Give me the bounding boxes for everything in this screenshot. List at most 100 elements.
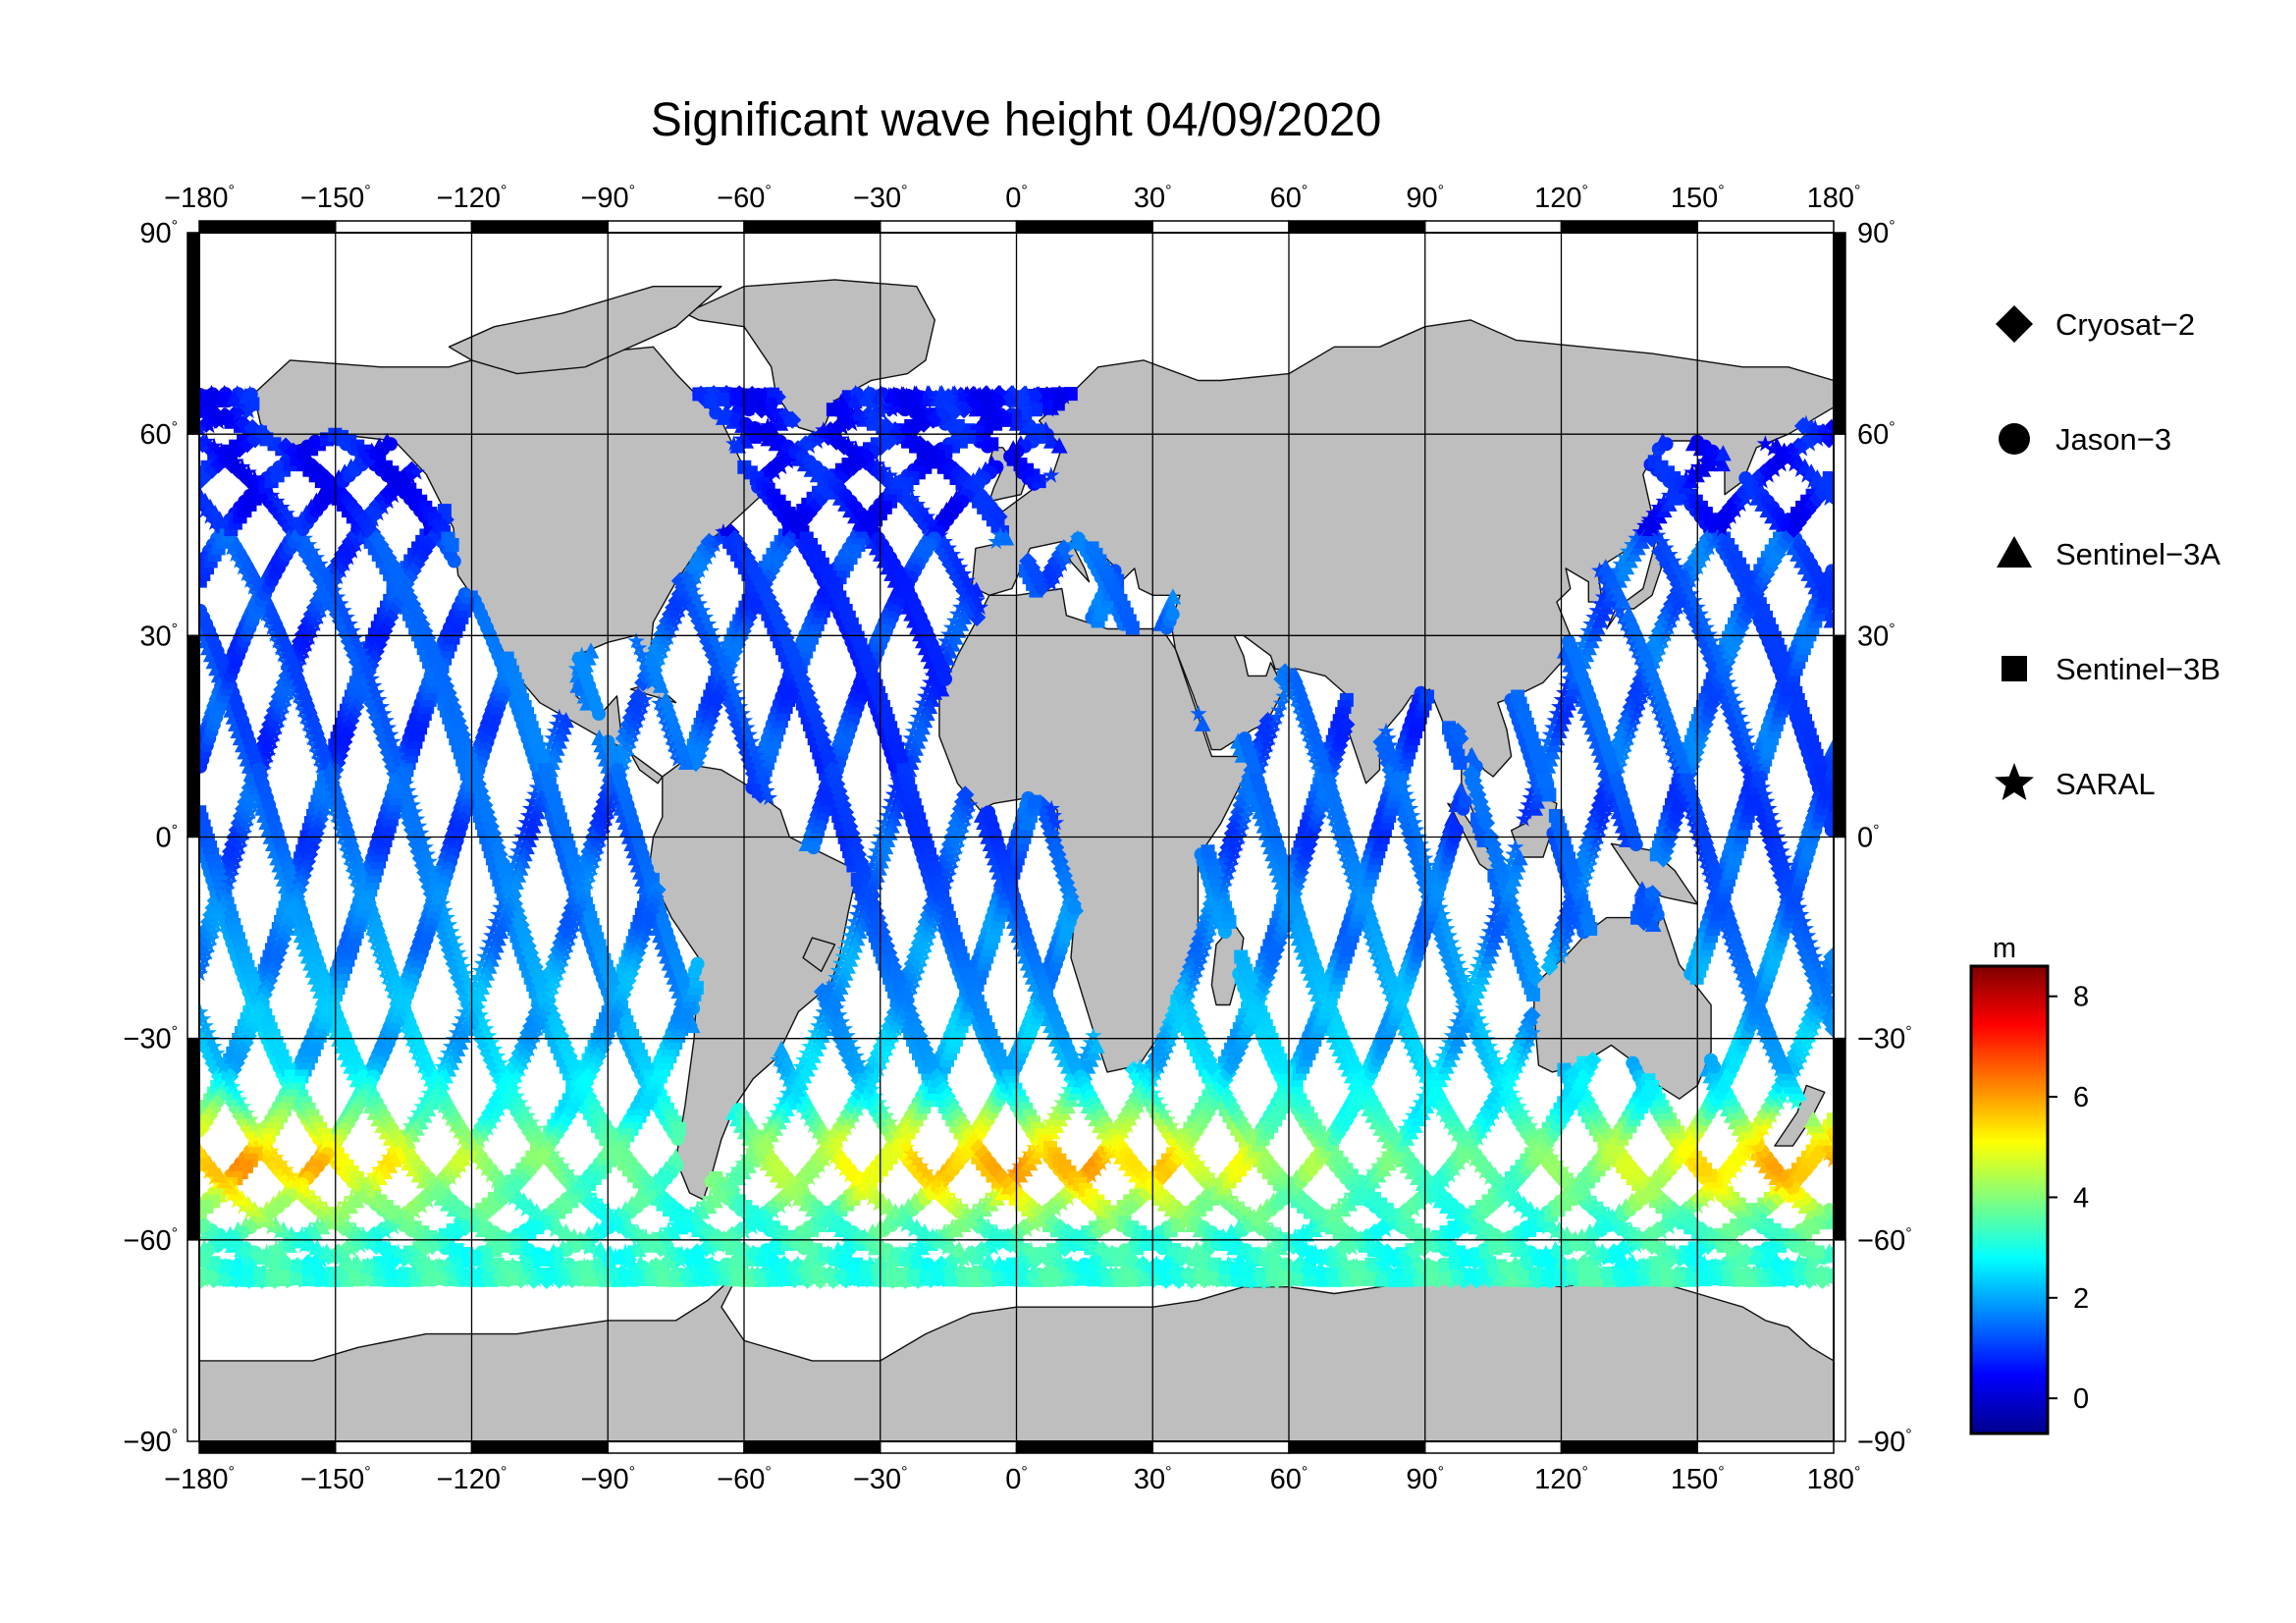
track-point xyxy=(729,1161,747,1177)
track-point xyxy=(795,1051,813,1068)
track-point xyxy=(1576,628,1594,645)
track-point xyxy=(1721,498,1740,516)
track-point xyxy=(308,743,326,760)
track-point xyxy=(1473,944,1491,960)
track-point xyxy=(1758,1033,1777,1051)
track-point xyxy=(1612,555,1629,572)
track-point xyxy=(1806,1126,1824,1143)
track-point xyxy=(433,1057,451,1074)
track-point xyxy=(541,736,560,753)
track-point xyxy=(1408,1100,1425,1117)
track-point xyxy=(377,736,396,755)
track-point xyxy=(473,1030,492,1050)
track-point xyxy=(1660,732,1678,749)
track-point xyxy=(454,1010,471,1027)
track-point xyxy=(526,785,544,802)
track-point xyxy=(235,799,253,818)
track-point xyxy=(1360,1168,1377,1186)
track-point xyxy=(347,653,367,672)
track-point xyxy=(1082,1033,1099,1051)
track-point xyxy=(1655,492,1673,510)
track-point xyxy=(1448,1126,1466,1143)
track-point xyxy=(688,1201,707,1217)
track-point xyxy=(651,694,668,711)
track-point xyxy=(400,814,419,833)
track-point xyxy=(848,905,866,923)
track-point xyxy=(908,505,927,523)
track-point xyxy=(1364,1163,1382,1180)
track-point xyxy=(916,687,934,704)
track-point xyxy=(369,941,387,957)
track-point xyxy=(1788,1094,1805,1110)
track-point xyxy=(1302,1218,1319,1235)
track-point xyxy=(1219,839,1238,857)
track-point xyxy=(266,625,284,642)
track-point xyxy=(1396,810,1415,829)
track-point xyxy=(301,722,319,739)
track-point xyxy=(1650,498,1668,515)
track-point xyxy=(704,646,722,665)
track-point xyxy=(1400,1033,1417,1051)
track-point xyxy=(365,1166,383,1183)
track-point xyxy=(548,715,566,732)
track-point xyxy=(379,743,398,762)
track-point xyxy=(277,653,294,670)
track-point xyxy=(383,982,401,1000)
track-point xyxy=(619,715,638,733)
track-point xyxy=(1449,1013,1467,1030)
track-point xyxy=(303,730,321,746)
track-point xyxy=(1371,957,1389,975)
track-point xyxy=(807,1023,825,1041)
track-point xyxy=(1358,915,1375,933)
track-point xyxy=(839,934,857,950)
track-point xyxy=(801,1037,819,1055)
track-point xyxy=(1442,957,1462,976)
track-point xyxy=(267,1239,285,1256)
track-point xyxy=(1362,930,1380,947)
track-point xyxy=(1574,635,1591,652)
track-point xyxy=(734,1155,752,1171)
track-point xyxy=(1735,971,1752,989)
track-point xyxy=(638,660,656,676)
track-point xyxy=(693,619,712,637)
track-point xyxy=(337,625,355,644)
track-point xyxy=(338,842,356,859)
track-point xyxy=(505,856,522,873)
track-point xyxy=(934,639,952,656)
track-point xyxy=(1294,1223,1312,1240)
track-point xyxy=(265,701,284,720)
track-point xyxy=(299,612,318,630)
track-point xyxy=(1384,1139,1402,1156)
track-point xyxy=(1737,978,1755,996)
track-point xyxy=(378,968,397,986)
track-point xyxy=(1331,831,1349,848)
track-point xyxy=(695,1195,713,1212)
track-point xyxy=(1329,824,1347,841)
track-point xyxy=(909,708,927,726)
track-point xyxy=(1571,642,1588,659)
track-point xyxy=(945,612,964,628)
track-point xyxy=(1277,663,1295,679)
track-point xyxy=(1591,595,1609,612)
track-point xyxy=(937,632,955,649)
track-point xyxy=(1826,1112,1834,1127)
track-point xyxy=(897,743,916,760)
track-point xyxy=(1582,615,1600,632)
track-point xyxy=(1662,739,1680,757)
track-point xyxy=(876,814,894,831)
track-point xyxy=(251,743,270,762)
track-point xyxy=(1771,1060,1789,1077)
track-point xyxy=(1440,1033,1458,1051)
track-point xyxy=(1485,908,1503,926)
track-point xyxy=(418,870,437,889)
track-point xyxy=(1468,957,1487,975)
track-point xyxy=(346,526,364,545)
track-point xyxy=(1360,923,1377,940)
track-point xyxy=(1728,950,1745,967)
track-point xyxy=(308,565,328,583)
track-point xyxy=(828,968,845,986)
track-point xyxy=(1624,535,1641,553)
track-point xyxy=(1428,1060,1446,1077)
track-point xyxy=(470,1023,489,1043)
track-point xyxy=(430,1064,448,1081)
